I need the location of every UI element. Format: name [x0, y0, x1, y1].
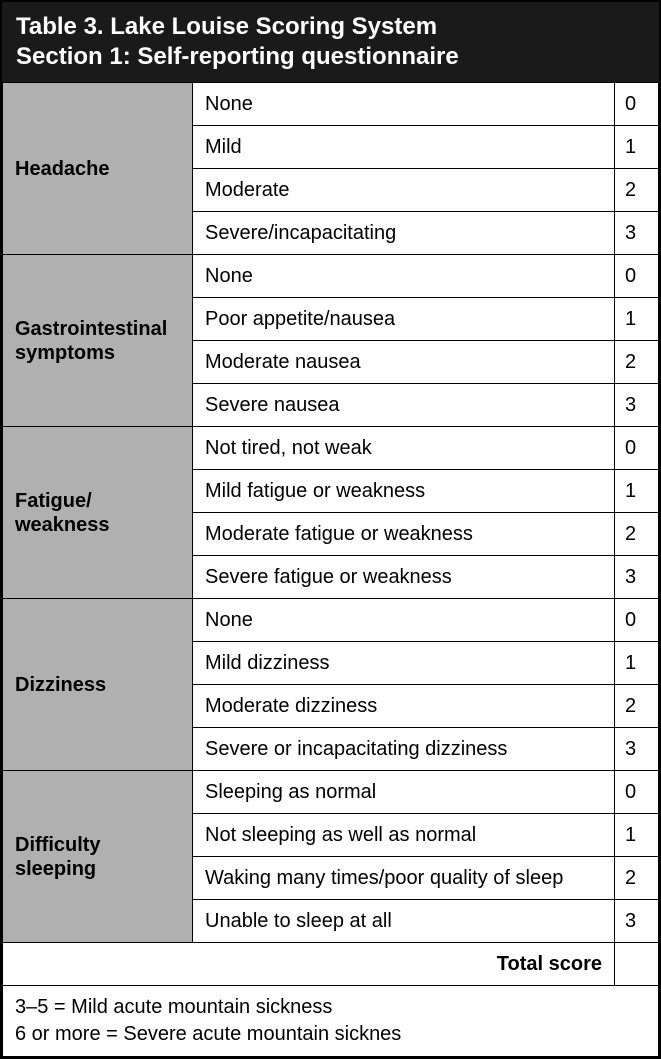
table-row: Dizziness None 0 [3, 599, 659, 642]
score-cell: 3 [615, 556, 659, 599]
score-cell: 0 [615, 427, 659, 470]
option-cell: Mild dizziness [193, 642, 615, 685]
score-cell: 0 [615, 83, 659, 126]
score-cell: 3 [615, 900, 659, 943]
table-body: Headache None 0 Mild 1 Moderate 2 Severe… [3, 83, 659, 1057]
score-cell: 2 [615, 857, 659, 900]
option-cell: Severe fatigue or weakness [193, 556, 615, 599]
score-cell: 1 [615, 642, 659, 685]
option-cell: Not sleeping as well as normal [193, 814, 615, 857]
option-cell: Severe nausea [193, 384, 615, 427]
option-cell: None [193, 83, 615, 126]
scoring-table-container: Table 3. Lake Louise Scoring System Sect… [0, 0, 661, 1059]
score-cell: 2 [615, 685, 659, 728]
score-cell: 1 [615, 814, 659, 857]
total-label-cell: Total score [3, 943, 615, 986]
table-row: Difficulty sleeping Sleeping as normal 0 [3, 771, 659, 814]
legend-cell: 3–5 = Mild acute mountain sickness 6 or … [3, 986, 659, 1057]
table-row: Headache None 0 [3, 83, 659, 126]
category-cell: Headache [3, 83, 193, 255]
score-cell: 0 [615, 599, 659, 642]
option-cell: Severe or incapacitating dizziness [193, 728, 615, 771]
score-cell: 2 [615, 341, 659, 384]
option-cell: Moderate dizziness [193, 685, 615, 728]
score-cell: 1 [615, 298, 659, 341]
option-cell: Mild [193, 126, 615, 169]
table-header: Table 3. Lake Louise Scoring System Sect… [2, 2, 659, 82]
score-cell: 1 [615, 126, 659, 169]
option-cell: Not tired, not weak [193, 427, 615, 470]
option-cell: Severe/incapacitating [193, 212, 615, 255]
option-cell: Waking many times/poor quality of sleep [193, 857, 615, 900]
option-cell: None [193, 255, 615, 298]
score-cell: 1 [615, 470, 659, 513]
option-cell: Poor appetite/nausea [193, 298, 615, 341]
header-title-line2: Section 1: Self-reporting questionnaire [16, 43, 459, 70]
legend-line1: 3–5 = Mild acute mountain sickness [15, 996, 332, 1018]
option-cell: Moderate nausea [193, 341, 615, 384]
category-cell: Dizziness [3, 599, 193, 771]
score-cell: 0 [615, 771, 659, 814]
category-cell: Gastrointestinal symptoms [3, 255, 193, 427]
option-cell: Moderate [193, 169, 615, 212]
score-cell: 0 [615, 255, 659, 298]
legend-line2: 6 or more = Severe acute mountain sickne… [15, 1023, 401, 1045]
option-cell: Sleeping as normal [193, 771, 615, 814]
category-cell: Difficulty sleeping [3, 771, 193, 943]
scoring-table: Headache None 0 Mild 1 Moderate 2 Severe… [2, 82, 659, 1057]
option-cell: Mild fatigue or weakness [193, 470, 615, 513]
total-value-cell [615, 943, 659, 986]
header-title-line1: Table 3. Lake Louise Scoring System [16, 13, 437, 40]
table-row: Fatigue/ weakness Not tired, not weak 0 [3, 427, 659, 470]
option-cell: Moderate fatigue or weakness [193, 513, 615, 556]
option-cell: Unable to sleep at all [193, 900, 615, 943]
category-cell: Fatigue/ weakness [3, 427, 193, 599]
table-row: Gastrointestinal symptoms None 0 [3, 255, 659, 298]
total-row: Total score [3, 943, 659, 986]
option-cell: None [193, 599, 615, 642]
score-cell: 2 [615, 513, 659, 556]
score-cell: 3 [615, 384, 659, 427]
score-cell: 3 [615, 212, 659, 255]
score-cell: 2 [615, 169, 659, 212]
legend-row: 3–5 = Mild acute mountain sickness 6 or … [3, 986, 659, 1057]
score-cell: 3 [615, 728, 659, 771]
